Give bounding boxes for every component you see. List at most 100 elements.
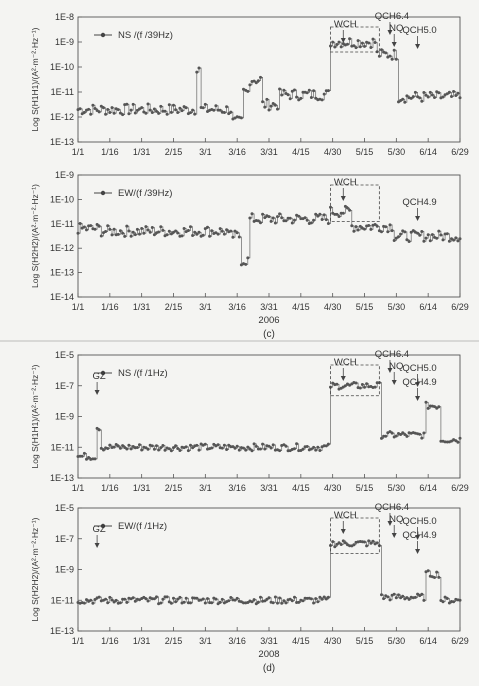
data-point: [99, 234, 103, 238]
data-point: [267, 215, 271, 219]
data-point: [358, 224, 362, 228]
x-tick-label: 3/16: [228, 483, 246, 493]
data-point: [197, 66, 201, 70]
data-point: [284, 444, 288, 448]
data-point: [165, 233, 169, 237]
data-point: [172, 103, 175, 107]
y-tick-label: 1E-7: [55, 534, 74, 544]
data-point: [87, 456, 91, 459]
data-point: [382, 434, 386, 438]
x-tick-label: 3/1: [199, 483, 212, 493]
data-point: [316, 214, 320, 218]
data-point: [222, 111, 226, 114]
data-point: [447, 239, 451, 243]
data-point: [452, 600, 456, 604]
data-point: [118, 229, 122, 233]
data-point: [343, 384, 347, 388]
data-point: [222, 601, 226, 605]
data-point: [250, 600, 254, 604]
data-point: [392, 592, 396, 596]
data-point: [246, 89, 250, 93]
data-point: [373, 41, 377, 44]
data-point: [371, 539, 375, 543]
data-point: [125, 102, 129, 106]
data-point: [445, 92, 449, 96]
data-point: [403, 230, 407, 234]
annotation-arrowhead: [391, 42, 397, 47]
legend-marker: [100, 190, 106, 196]
data-point: [184, 445, 188, 449]
data-point: [123, 446, 127, 449]
data-point: [189, 601, 192, 605]
data-point: [146, 447, 150, 451]
data-point: [231, 445, 235, 449]
data-point: [138, 443, 141, 447]
data-point: [146, 102, 150, 106]
x-tick-label: 1/31: [133, 636, 151, 646]
y-tick-label: 1E-5: [55, 350, 74, 360]
annotation-arrowhead: [387, 368, 393, 373]
data-point: [159, 104, 163, 108]
annotation-arrowhead: [415, 535, 421, 540]
data-point: [426, 233, 430, 237]
data-point: [95, 426, 99, 430]
annotation-arrowhead: [387, 521, 393, 526]
data-point: [276, 601, 279, 605]
data-point: [97, 224, 101, 228]
data-point: [252, 79, 256, 83]
data-point: [133, 599, 137, 603]
data-point: [195, 443, 199, 447]
data-point: [144, 225, 148, 229]
data-point: [322, 595, 326, 599]
x-tick-label: 1/1: [72, 147, 85, 157]
data-point: [133, 111, 137, 115]
x-tick-label: 6/29: [451, 483, 469, 493]
x-tick-label: 4/15: [292, 302, 310, 312]
data-point: [131, 102, 135, 106]
data-point: [250, 212, 254, 216]
data-point: [348, 37, 352, 41]
data-point: [363, 227, 366, 231]
data-point: [259, 595, 262, 599]
data-point: [333, 212, 337, 216]
data-point: [186, 229, 190, 232]
annotation-label: WCH: [334, 357, 357, 368]
data-point: [394, 57, 398, 61]
data-point: [216, 232, 220, 236]
data-point: [244, 448, 248, 452]
data-point: [155, 444, 158, 448]
data-point: [388, 223, 392, 227]
data-point: [161, 444, 165, 447]
data-point: [280, 216, 284, 220]
data-point: [93, 457, 97, 461]
data-point: [278, 212, 282, 216]
data-point: [394, 434, 398, 438]
data-point: [206, 597, 209, 601]
data-point: [85, 598, 88, 602]
data-point: [172, 596, 175, 600]
data-point: [106, 108, 110, 111]
data-point: [365, 544, 369, 548]
data-point: [392, 48, 396, 52]
data-point: [99, 104, 103, 108]
data-point: [273, 595, 277, 599]
data-point: [426, 406, 430, 410]
data-point: [301, 599, 305, 603]
data-point: [189, 443, 192, 447]
data-point: [248, 447, 252, 451]
legend-label: EW/(f /1Hz): [118, 521, 167, 532]
data-point: [235, 596, 239, 600]
data-point: [256, 447, 260, 451]
data-point: [220, 597, 224, 601]
wch-dashed-box: [330, 26, 380, 53]
data-point: [280, 601, 284, 605]
annotation-label: QCH5.0: [402, 25, 436, 36]
data-point: [138, 232, 141, 236]
y-tick-label: 1E-14: [50, 292, 74, 302]
data-point: [118, 601, 122, 605]
chart-panel-3: 1E-13 1E-11 1E-9 1E-7 1E-5 1/1 1/16 1/31 2/15 3/1…: [30, 349, 469, 493]
data-point: [293, 218, 296, 222]
data-point: [256, 219, 260, 223]
data-point: [326, 222, 330, 225]
data-point: [97, 595, 101, 599]
